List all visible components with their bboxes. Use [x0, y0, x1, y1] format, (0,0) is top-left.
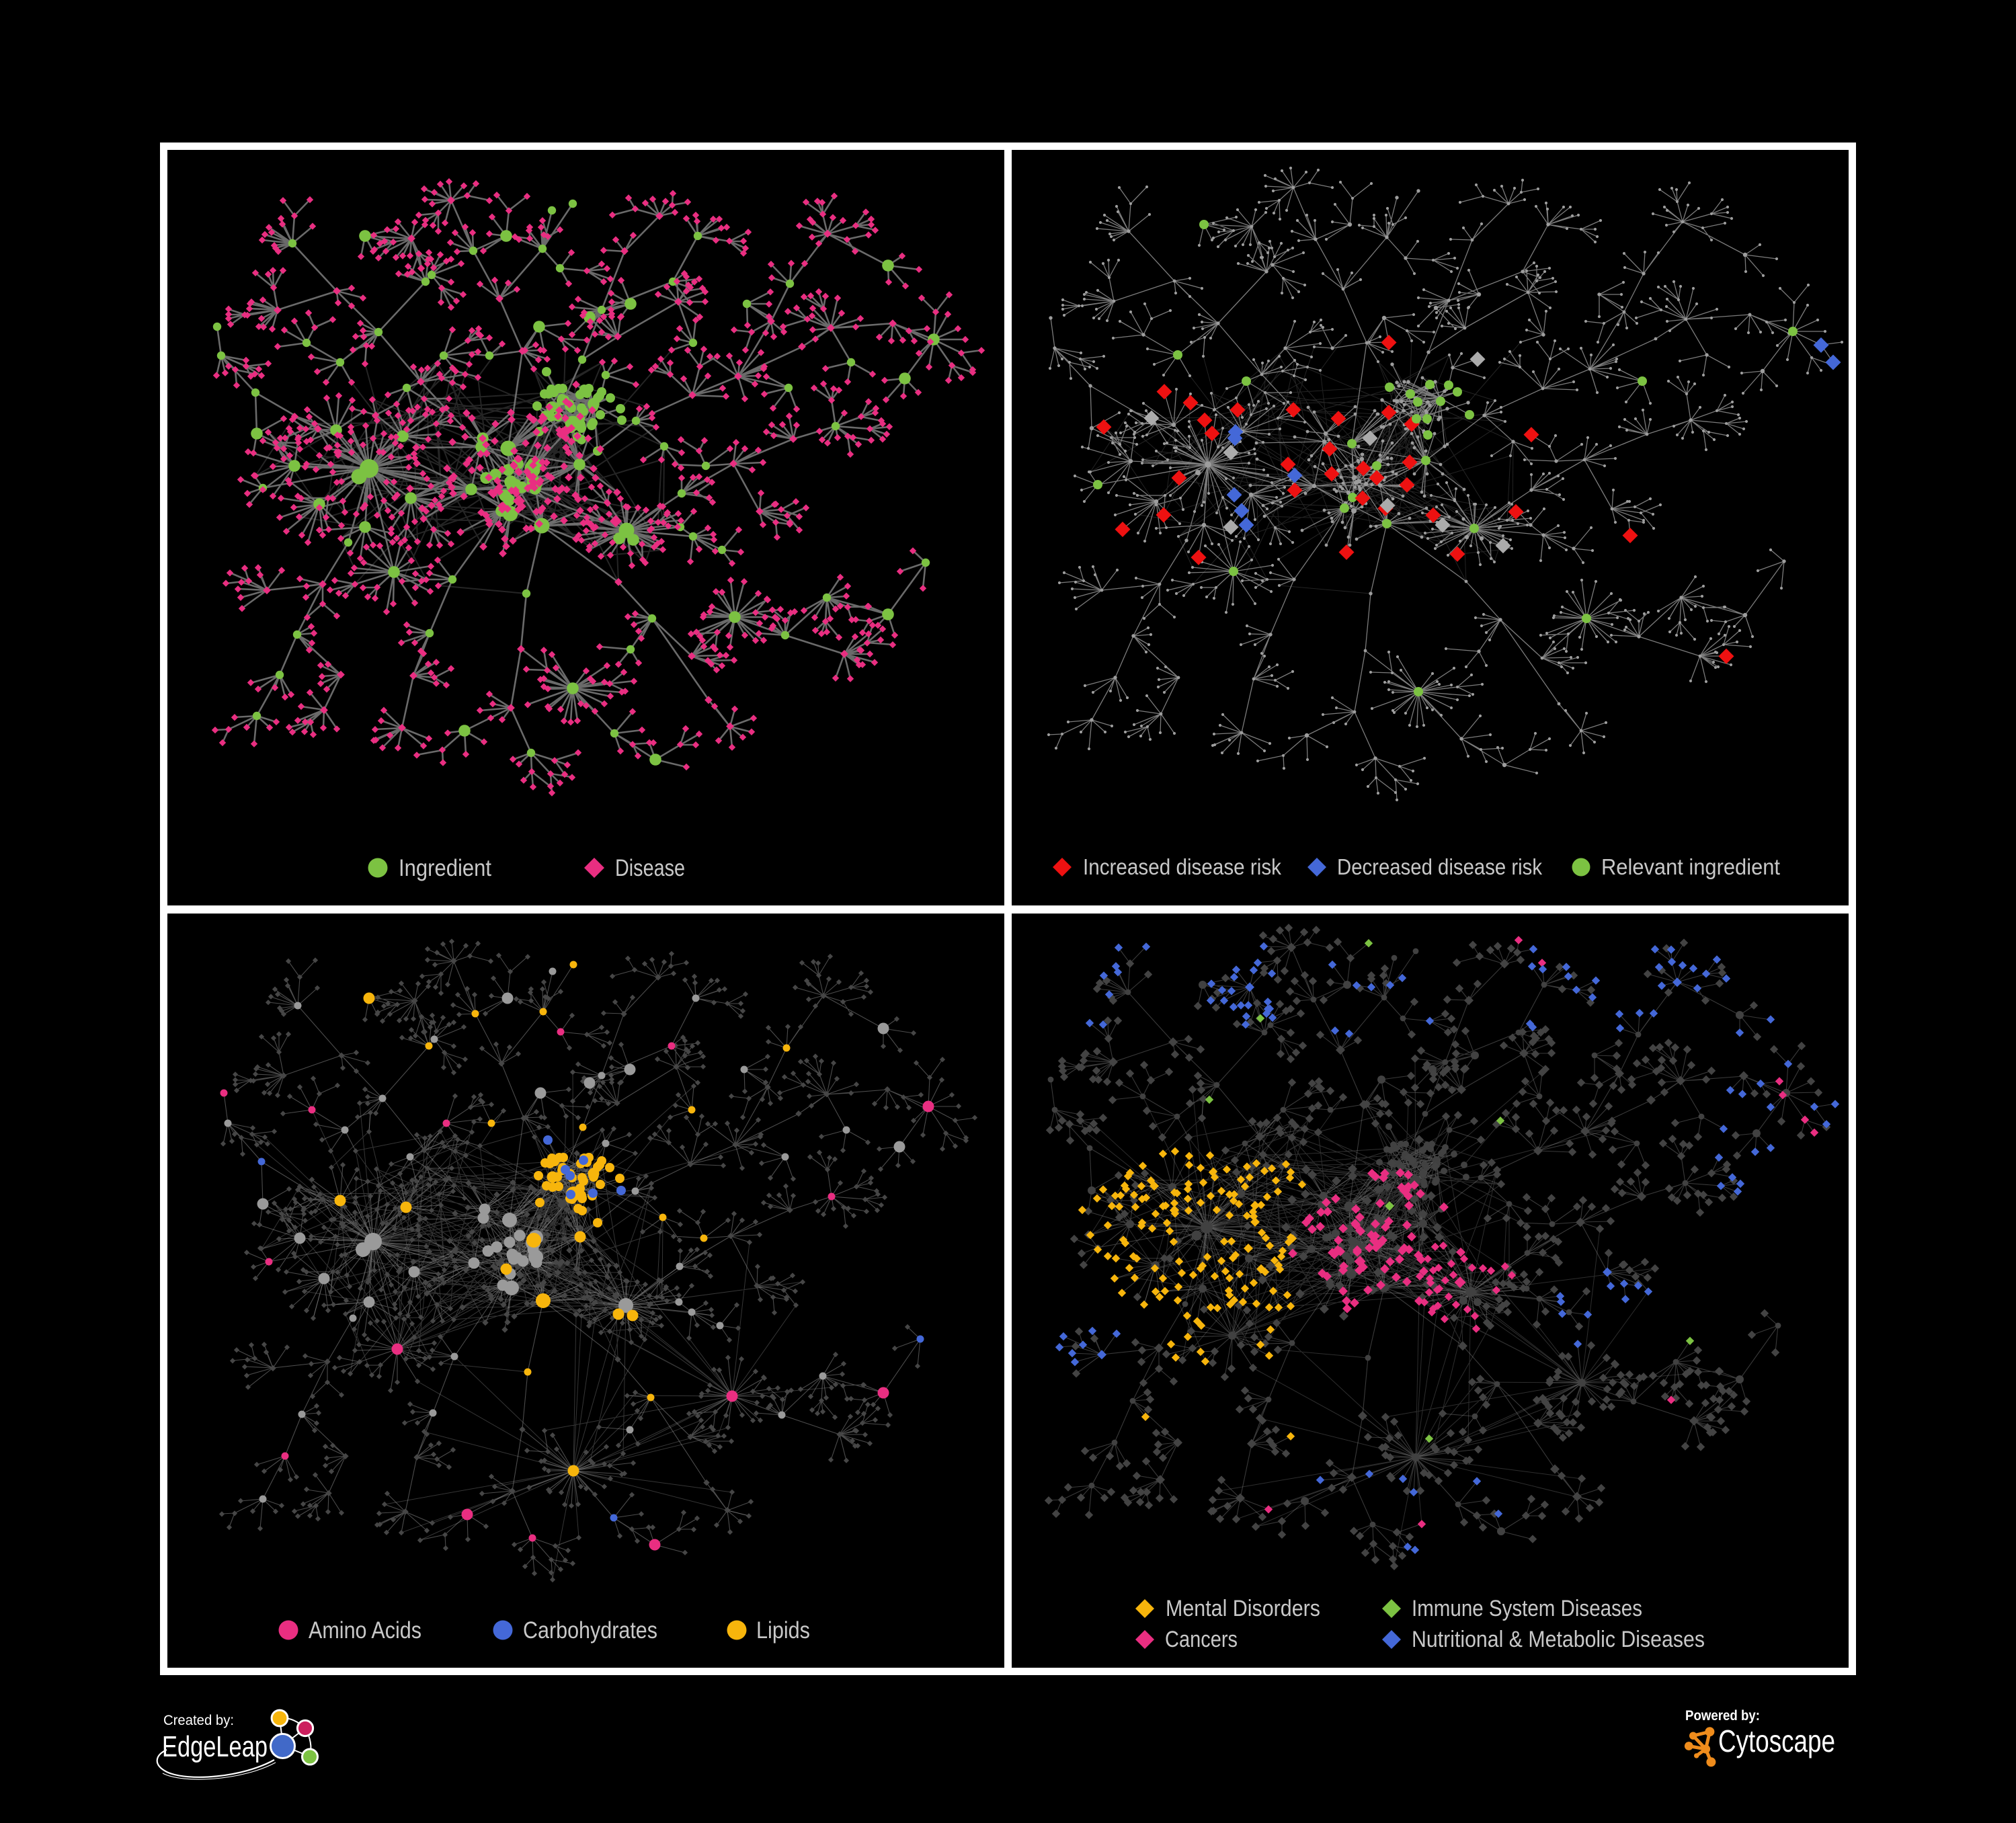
svg-text:Increased disease risk: Increased disease risk [1083, 854, 1281, 879]
svg-text:Cytoscape: Cytoscape [1718, 1724, 1835, 1758]
svg-text:Ingredient: Ingredient [399, 855, 491, 881]
svg-text:Powered by:: Powered by: [1685, 1707, 1760, 1724]
svg-text:Relevant ingredient: Relevant ingredient [1601, 854, 1780, 879]
svg-text:Nutritional & Metabolic Diseas: Nutritional & Metabolic Diseases [1412, 1627, 1705, 1652]
svg-text:Carbohydrates: Carbohydrates [523, 1617, 657, 1644]
svg-text:Created by:: Created by: [163, 1712, 234, 1728]
svg-text:Decreased disease risk: Decreased disease risk [1337, 854, 1542, 879]
svg-text:Lipids: Lipids [756, 1617, 810, 1644]
svg-text:Cancers: Cancers [1165, 1627, 1238, 1652]
svg-text:EdgeLeap: EdgeLeap [162, 1730, 268, 1763]
svg-text:Disease: Disease [615, 855, 685, 881]
svg-text:Amino Acids: Amino Acids [309, 1617, 421, 1644]
svg-text:Immune System Diseases: Immune System Diseases [1412, 1596, 1642, 1621]
svg-text:Mental Disorders: Mental Disorders [1166, 1596, 1320, 1621]
